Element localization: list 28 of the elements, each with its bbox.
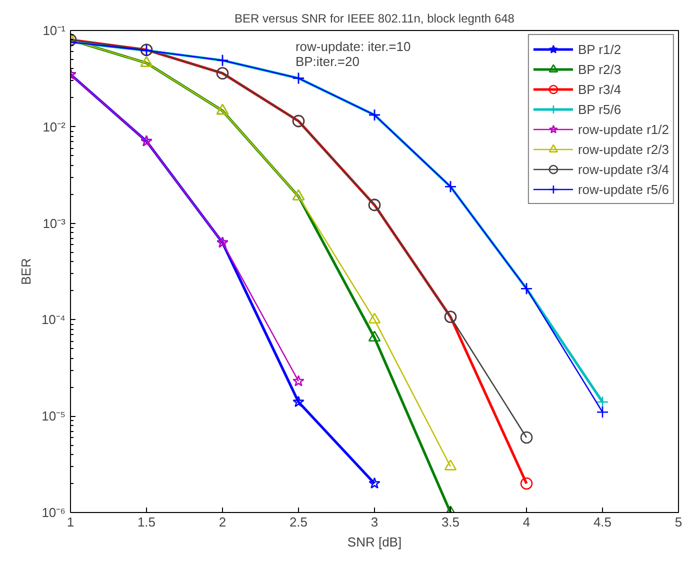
x-axis-title: SNR [dB]: [347, 534, 402, 550]
y-tick-label: 10⁻²: [42, 119, 66, 134]
legend-label: row-update r2/3: [578, 142, 669, 156]
y-axis-title: BER: [18, 258, 34, 285]
y-tick-label: 10⁻¹: [42, 23, 66, 38]
legend-label: row-update r1/2: [578, 122, 669, 136]
legend-label: BP r3/4: [578, 82, 622, 96]
x-tick-label: 2: [218, 514, 226, 530]
legend-label: BP r5/6: [578, 102, 622, 116]
x-tick-label: 3: [370, 514, 378, 530]
y-tick-label: 10⁻⁶: [42, 505, 66, 520]
y-tick-label: 10⁻⁴: [41, 312, 66, 328]
annotation: BP:iter.=20: [295, 54, 360, 70]
legend-label: BP r1/2: [578, 42, 622, 56]
x-tick-label: 1.5: [137, 514, 156, 530]
x-tick-label: 5: [674, 514, 682, 530]
y-tick-label: 10⁻⁵: [42, 408, 66, 424]
x-tick-label: 4.5: [593, 514, 612, 530]
chart-title: BER versus SNR for IEEE 802.11n, block legnth 648: [234, 12, 515, 26]
legend-label: row-update r3/4: [578, 162, 669, 176]
x-tick-label: 4: [522, 514, 530, 530]
x-tick-label: 1: [66, 514, 74, 530]
legend-label: row-update r5/6: [578, 182, 669, 196]
annotation: row-update: iter.=10: [295, 39, 411, 54]
x-tick-label: 2.5: [289, 514, 308, 530]
x-tick-label: 3.5: [441, 514, 460, 530]
y-tick-label: 10⁻³: [42, 216, 66, 231]
legend-label: BP r2/3: [578, 62, 622, 76]
